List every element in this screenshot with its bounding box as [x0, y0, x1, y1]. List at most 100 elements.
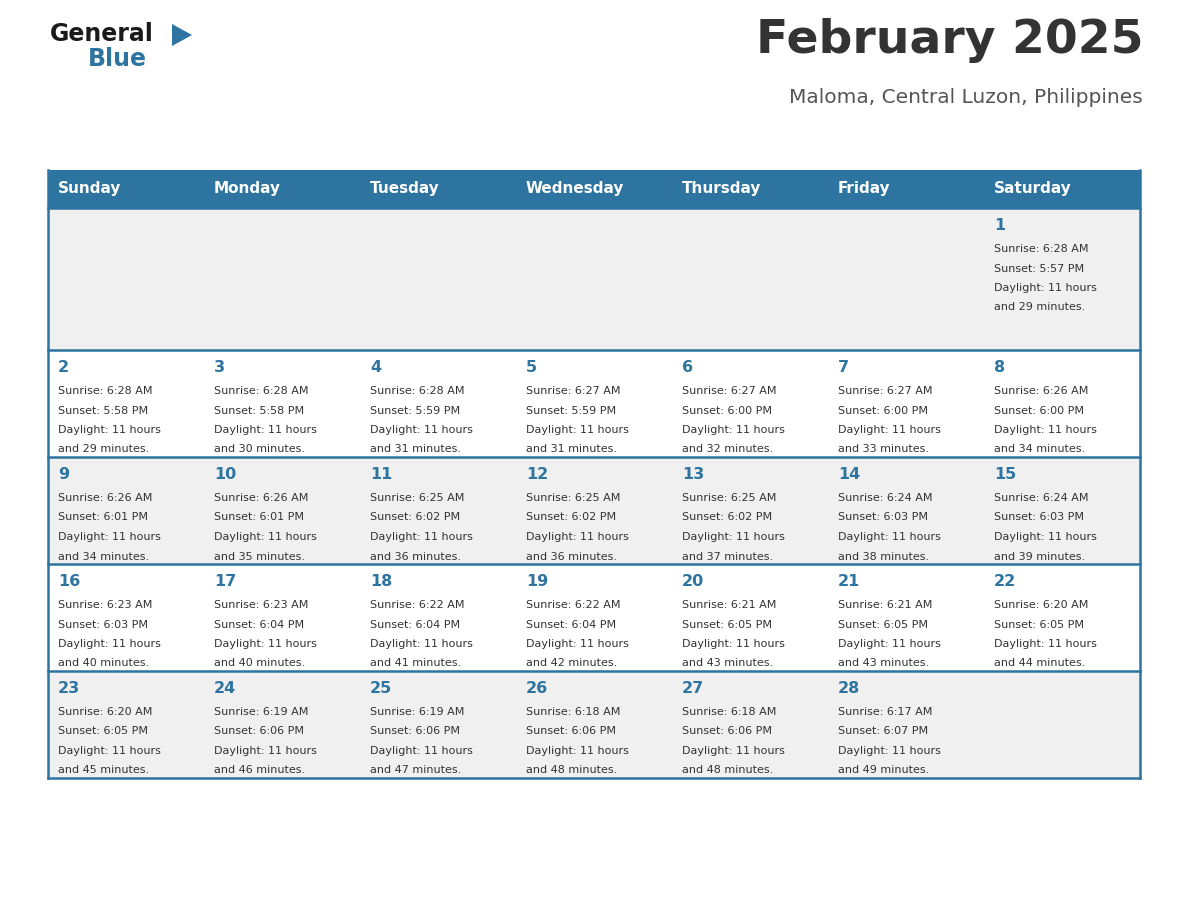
Bar — [204, 170, 360, 208]
Text: 2: 2 — [58, 360, 69, 375]
Bar — [204, 671, 360, 778]
Bar — [204, 208, 360, 350]
Text: Daylight: 11 hours: Daylight: 11 hours — [58, 425, 160, 435]
Text: Sunrise: 6:23 AM: Sunrise: 6:23 AM — [58, 600, 152, 610]
Text: 16: 16 — [58, 574, 81, 589]
Bar — [828, 170, 984, 208]
Text: and 41 minutes.: and 41 minutes. — [369, 658, 461, 668]
Text: and 34 minutes.: and 34 minutes. — [58, 552, 150, 562]
Text: and 31 minutes.: and 31 minutes. — [369, 444, 461, 454]
Bar — [516, 564, 672, 671]
Text: Daylight: 11 hours: Daylight: 11 hours — [682, 532, 785, 542]
Text: Daylight: 11 hours: Daylight: 11 hours — [214, 425, 317, 435]
Text: and 29 minutes.: and 29 minutes. — [58, 444, 150, 454]
Text: Sunrise: 6:20 AM: Sunrise: 6:20 AM — [58, 707, 152, 717]
Text: Sunrise: 6:26 AM: Sunrise: 6:26 AM — [214, 493, 309, 503]
Bar — [48, 671, 204, 778]
Text: Sunrise: 6:22 AM: Sunrise: 6:22 AM — [369, 600, 465, 610]
Text: and 46 minutes.: and 46 minutes. — [214, 766, 305, 776]
Text: February 2025: February 2025 — [756, 18, 1143, 63]
Text: Daylight: 11 hours: Daylight: 11 hours — [214, 746, 317, 756]
Text: 26: 26 — [526, 681, 548, 696]
Text: Daylight: 11 hours: Daylight: 11 hours — [526, 425, 628, 435]
Text: Sunset: 6:04 PM: Sunset: 6:04 PM — [526, 620, 617, 630]
Text: 7: 7 — [838, 360, 849, 375]
Text: Sunset: 6:01 PM: Sunset: 6:01 PM — [58, 512, 148, 522]
Bar — [672, 564, 828, 671]
Text: and 48 minutes.: and 48 minutes. — [682, 766, 773, 776]
Text: Monday: Monday — [214, 182, 282, 196]
Text: 15: 15 — [994, 467, 1016, 482]
Bar — [204, 457, 360, 564]
Bar — [48, 457, 204, 564]
Text: Sunrise: 6:26 AM: Sunrise: 6:26 AM — [58, 493, 152, 503]
Text: 9: 9 — [58, 467, 69, 482]
Text: Daylight: 11 hours: Daylight: 11 hours — [369, 639, 473, 649]
Text: Sunset: 5:57 PM: Sunset: 5:57 PM — [994, 263, 1085, 274]
Text: Daylight: 11 hours: Daylight: 11 hours — [994, 639, 1097, 649]
Text: Sunset: 6:01 PM: Sunset: 6:01 PM — [214, 512, 304, 522]
Text: Sunset: 6:05 PM: Sunset: 6:05 PM — [682, 620, 772, 630]
Text: Sunset: 6:02 PM: Sunset: 6:02 PM — [369, 512, 460, 522]
Text: Sunrise: 6:27 AM: Sunrise: 6:27 AM — [682, 386, 777, 396]
Text: Daylight: 11 hours: Daylight: 11 hours — [838, 746, 941, 756]
Text: Daylight: 11 hours: Daylight: 11 hours — [369, 532, 473, 542]
Text: Daylight: 11 hours: Daylight: 11 hours — [682, 425, 785, 435]
Text: and 33 minutes.: and 33 minutes. — [838, 444, 929, 454]
Text: Sunset: 6:00 PM: Sunset: 6:00 PM — [682, 406, 772, 416]
Text: 13: 13 — [682, 467, 704, 482]
Text: Daylight: 11 hours: Daylight: 11 hours — [682, 639, 785, 649]
Text: Sunset: 5:59 PM: Sunset: 5:59 PM — [526, 406, 617, 416]
Text: Blue: Blue — [88, 47, 147, 71]
Text: Sunrise: 6:19 AM: Sunrise: 6:19 AM — [369, 707, 465, 717]
Text: Daylight: 11 hours: Daylight: 11 hours — [369, 746, 473, 756]
Text: Sunset: 6:05 PM: Sunset: 6:05 PM — [994, 620, 1083, 630]
Text: and 39 minutes.: and 39 minutes. — [994, 552, 1085, 562]
Text: Daylight: 11 hours: Daylight: 11 hours — [58, 639, 160, 649]
Text: and 34 minutes.: and 34 minutes. — [994, 444, 1085, 454]
Bar — [48, 170, 204, 208]
Text: and 40 minutes.: and 40 minutes. — [58, 658, 150, 668]
Bar — [984, 457, 1140, 564]
Text: 20: 20 — [682, 574, 704, 589]
Text: 4: 4 — [369, 360, 381, 375]
Bar — [984, 564, 1140, 671]
Bar — [828, 208, 984, 350]
Text: Sunrise: 6:25 AM: Sunrise: 6:25 AM — [369, 493, 465, 503]
Text: Tuesday: Tuesday — [369, 182, 440, 196]
Text: Sunrise: 6:18 AM: Sunrise: 6:18 AM — [526, 707, 620, 717]
Text: and 43 minutes.: and 43 minutes. — [838, 658, 929, 668]
Text: Sunrise: 6:28 AM: Sunrise: 6:28 AM — [214, 386, 309, 396]
Text: Sunset: 6:03 PM: Sunset: 6:03 PM — [838, 512, 928, 522]
Text: 6: 6 — [682, 360, 693, 375]
Bar — [984, 671, 1140, 778]
Text: Sunrise: 6:28 AM: Sunrise: 6:28 AM — [58, 386, 152, 396]
Bar — [204, 564, 360, 671]
Text: and 47 minutes.: and 47 minutes. — [369, 766, 461, 776]
Bar — [516, 350, 672, 457]
Text: Sunset: 5:58 PM: Sunset: 5:58 PM — [58, 406, 148, 416]
Text: and 36 minutes.: and 36 minutes. — [526, 552, 617, 562]
Text: Daylight: 11 hours: Daylight: 11 hours — [214, 532, 317, 542]
Text: Daylight: 11 hours: Daylight: 11 hours — [994, 532, 1097, 542]
Text: and 31 minutes.: and 31 minutes. — [526, 444, 617, 454]
Text: Sunset: 5:59 PM: Sunset: 5:59 PM — [369, 406, 460, 416]
Text: and 49 minutes.: and 49 minutes. — [838, 766, 929, 776]
Bar — [360, 457, 516, 564]
Text: Daylight: 11 hours: Daylight: 11 hours — [214, 639, 317, 649]
Text: and 29 minutes.: and 29 minutes. — [994, 303, 1086, 312]
Text: 23: 23 — [58, 681, 81, 696]
Text: Sunrise: 6:24 AM: Sunrise: 6:24 AM — [994, 493, 1088, 503]
Text: and 37 minutes.: and 37 minutes. — [682, 552, 773, 562]
Text: Sunset: 6:03 PM: Sunset: 6:03 PM — [58, 620, 148, 630]
Bar — [516, 671, 672, 778]
Text: Daylight: 11 hours: Daylight: 11 hours — [58, 532, 160, 542]
Text: Sunrise: 6:23 AM: Sunrise: 6:23 AM — [214, 600, 309, 610]
Text: 5: 5 — [526, 360, 537, 375]
Text: Daylight: 11 hours: Daylight: 11 hours — [994, 425, 1097, 435]
Text: 22: 22 — [994, 574, 1016, 589]
Text: Sunrise: 6:18 AM: Sunrise: 6:18 AM — [682, 707, 777, 717]
Text: Sunrise: 6:21 AM: Sunrise: 6:21 AM — [682, 600, 777, 610]
Text: and 48 minutes.: and 48 minutes. — [526, 766, 618, 776]
Text: 10: 10 — [214, 467, 236, 482]
